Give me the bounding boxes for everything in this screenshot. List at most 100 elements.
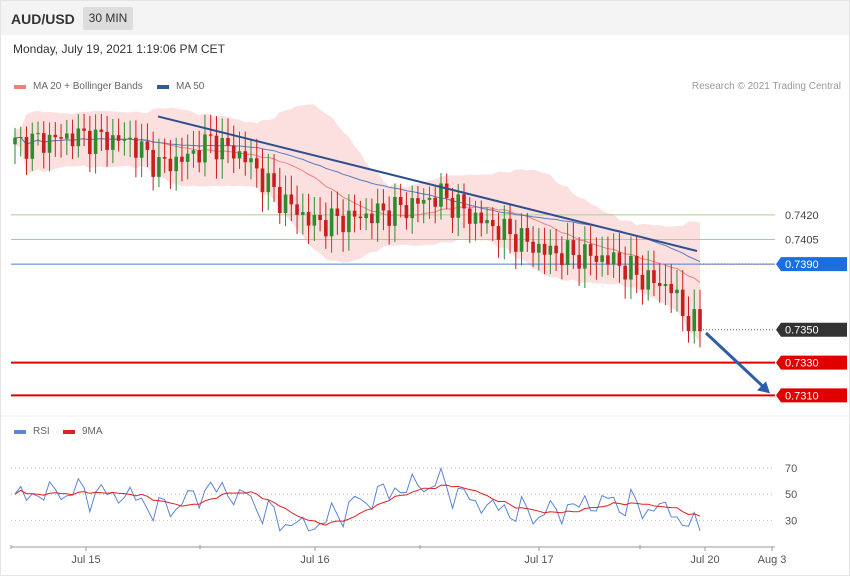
legend-ma50: MA 50 — [157, 81, 204, 92]
candle-body-27 — [168, 158, 173, 172]
candle-body-76 — [450, 197, 455, 218]
ma50-swatch — [157, 84, 169, 89]
candle-body-28 — [174, 156, 178, 172]
candle-body-106 — [623, 265, 627, 280]
header-bar — [1, 1, 849, 35]
level-label-3: 0.7350 — [785, 325, 819, 337]
candle-body-15 — [99, 129, 104, 132]
timestamp: Monday, July 19, 2021 1:19:06 PM CET — [13, 42, 225, 56]
candle-body-1 — [18, 136, 23, 138]
candle-body-97 — [571, 240, 576, 255]
candle-body-63 — [375, 203, 380, 224]
ma50-line — [14, 136, 701, 263]
rsi-label: RSI — [33, 426, 50, 437]
candle-body-16 — [105, 131, 109, 150]
candle-body-84 — [496, 226, 501, 240]
candle-body-37 — [226, 138, 230, 146]
candle-body-90 — [531, 241, 535, 253]
candle-body-22 — [139, 141, 144, 158]
candle-body-95 — [560, 253, 564, 266]
level-label-5: 0.7310 — [785, 390, 819, 402]
candle-body-53 — [318, 214, 322, 221]
candle-body-11 — [76, 128, 81, 147]
candle-body-58 — [347, 210, 351, 233]
candle-body-93 — [548, 245, 553, 255]
candle-body-24 — [151, 149, 155, 177]
bollinger-band — [15, 104, 700, 343]
legend-rsi: RSI — [14, 426, 50, 437]
candle-body-7 — [53, 134, 58, 138]
candle-body-64 — [381, 203, 386, 211]
candle-body-41 — [249, 158, 253, 163]
candle-body-73 — [433, 197, 438, 207]
candle-body-71 — [421, 199, 426, 204]
candle-body-31 — [191, 150, 196, 154]
candle-body-74 — [439, 183, 443, 207]
trendline — [157, 115, 698, 252]
candle-body-86 — [508, 218, 512, 235]
candle-body-12 — [82, 128, 86, 131]
candle-body-114 — [669, 283, 674, 294]
candle-body-66 — [393, 197, 397, 226]
ma20-swatch — [14, 84, 26, 89]
candle-body-44 — [266, 173, 271, 193]
candle-body-111 — [652, 270, 656, 283]
candle-body-107 — [629, 255, 633, 280]
rsi-tick-label-50: 50 — [785, 489, 797, 501]
candle-body-21 — [134, 137, 138, 158]
candle-body-91 — [537, 243, 541, 253]
symbol-title: AUD/USD — [11, 11, 75, 27]
candle-body-13 — [88, 130, 92, 154]
candle-body-65 — [387, 210, 391, 226]
level-label-0: 0.7420 — [785, 210, 819, 222]
candle-body-45 — [272, 173, 276, 187]
candle-body-88 — [519, 228, 524, 252]
candle-body-118 — [692, 309, 697, 332]
rsi-ma-line — [14, 484, 701, 526]
candle-body-54 — [324, 220, 328, 237]
level-label-1: 0.7405 — [785, 234, 819, 246]
timeframe-badge[interactable]: 30 MIN — [83, 7, 133, 30]
x-label-4: Aug 3 — [758, 554, 787, 566]
candle-body-33 — [203, 134, 207, 163]
candle-body-85 — [502, 218, 507, 240]
candle-body-103 — [606, 255, 610, 265]
candle-body-0 — [13, 137, 17, 145]
candle-body-87 — [513, 234, 518, 252]
candle-body-98 — [577, 254, 581, 269]
copyright: Research © 2021 Trading Central — [691, 81, 841, 92]
candle-body-105 — [617, 252, 622, 266]
legend-9ma: 9MA — [63, 426, 103, 437]
candle-body-38 — [231, 145, 236, 159]
candle-body-62 — [370, 213, 374, 224]
candle-body-79 — [467, 208, 472, 224]
candle-body-43 — [260, 168, 265, 193]
candle-body-25 — [157, 157, 161, 177]
price-tag-support-5 — [776, 388, 847, 403]
candle-body-78 — [462, 194, 466, 209]
candle-body-104 — [611, 252, 616, 265]
candle-body-68 — [404, 205, 409, 219]
legend-ma20: MA 20 + Bollinger Bands — [14, 81, 143, 92]
candle-body-67 — [398, 197, 403, 206]
candle-body-102 — [600, 255, 604, 262]
candle-body-83 — [490, 220, 495, 227]
candle-body-77 — [456, 194, 461, 218]
level-label-2: 0.7390 — [785, 259, 819, 271]
candle-body-17 — [111, 135, 115, 150]
candle-body-92 — [542, 243, 547, 255]
candle-body-57 — [341, 215, 345, 233]
candle-body-9 — [65, 133, 69, 139]
candle-body-69 — [410, 198, 414, 219]
x-label-1: Jul 16 — [300, 554, 329, 566]
candle-body-70 — [416, 198, 420, 204]
candle-body-50 — [301, 212, 305, 215]
candle-body-117 — [686, 315, 691, 332]
candle-body-42 — [254, 158, 259, 169]
candle-body-5 — [41, 133, 46, 153]
rsi-tick-label-70: 70 — [785, 463, 797, 475]
price-tag-pivot-2 — [776, 257, 847, 272]
forecast-arrow-shaft — [704, 331, 766, 389]
candle-body-39 — [237, 151, 242, 159]
candle-body-40 — [243, 151, 248, 163]
